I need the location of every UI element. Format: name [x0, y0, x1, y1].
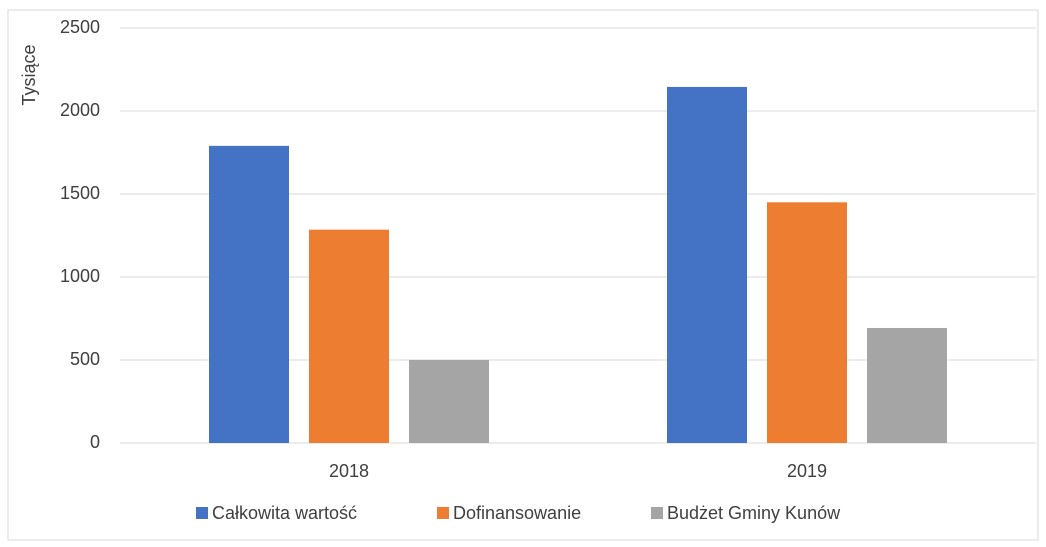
x-tick-label: 2019 — [787, 461, 827, 481]
legend-label: Dofinansowanie — [453, 503, 581, 523]
y-tick-label: 0 — [90, 432, 100, 452]
y-tick-label: 1500 — [60, 183, 100, 203]
x-tick-label: 2018 — [329, 461, 369, 481]
bar — [767, 202, 847, 443]
legend-label: Całkowita wartość — [212, 503, 357, 523]
legend-label: Budżet Gminy Kunów — [667, 503, 841, 523]
y-tick-label: 1000 — [60, 266, 100, 286]
y-tick-label: 2000 — [60, 100, 100, 120]
bar — [409, 360, 489, 443]
bar — [309, 229, 389, 443]
y-tick-label: 2500 — [60, 17, 100, 37]
legend-swatch — [196, 507, 208, 519]
chart-frame — [7, 9, 1039, 541]
y-axis-label: Tysiące — [19, 44, 39, 105]
bar — [667, 86, 747, 444]
legend-swatch — [437, 507, 449, 519]
y-tick-label: 500 — [70, 349, 100, 369]
bar — [867, 327, 947, 443]
legend-swatch — [651, 507, 663, 519]
bar — [209, 145, 289, 444]
